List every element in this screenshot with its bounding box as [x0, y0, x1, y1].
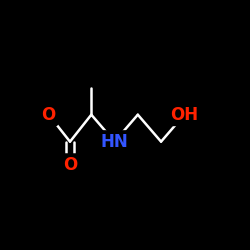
Text: HN: HN — [101, 133, 128, 151]
Text: OH: OH — [170, 106, 198, 124]
Text: O: O — [42, 106, 56, 124]
Text: O: O — [63, 156, 77, 174]
